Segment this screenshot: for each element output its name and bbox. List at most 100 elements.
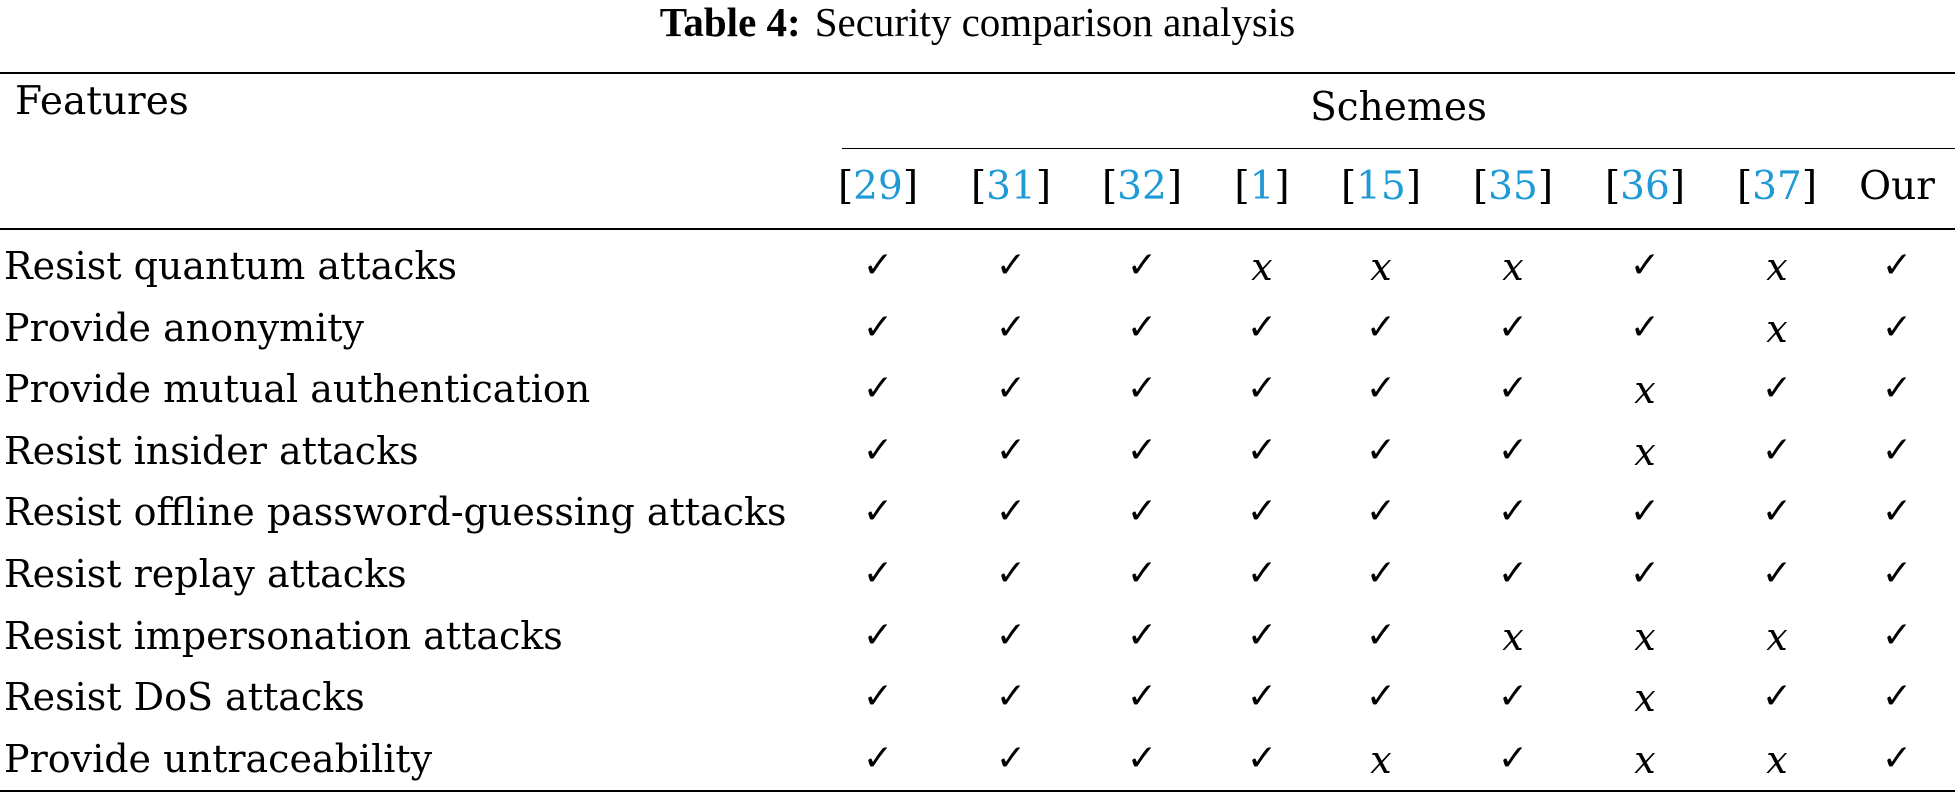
check-mark-icon: ✓	[1365, 306, 1397, 348]
check-mark-icon: ✓	[1629, 245, 1661, 286]
scheme-label: Our	[1859, 164, 1935, 209]
check-mark-icon: ✓	[1497, 368, 1529, 410]
cross-mark-icon: x	[1502, 614, 1524, 659]
cross-mark-icon: x	[1251, 245, 1273, 289]
cross-mark-icon: x	[1634, 368, 1656, 413]
table-title: Security comparison analysis	[814, 0, 1296, 45]
cross-mark-icon: x	[1634, 614, 1656, 659]
check-mark-icon: ✓	[995, 429, 1027, 471]
check-mark-icon: ✓	[1881, 306, 1913, 348]
check-mark-icon: ✓	[1126, 306, 1158, 348]
citation-link[interactable]: 32	[1117, 164, 1167, 209]
scheme-header-ref-36[interactable]: [36]	[1604, 164, 1686, 209]
cross-mark-icon: x	[1634, 676, 1656, 721]
feature-label: Provide anonymity	[4, 305, 364, 350]
check-mark-icon: ✓	[1246, 553, 1278, 594]
check-mark-icon: ✓	[862, 491, 894, 533]
check-mark-icon: ✓	[1881, 676, 1913, 718]
check-mark-icon: ✓	[1246, 614, 1278, 656]
check-mark-icon: ✓	[1246, 676, 1278, 718]
scheme-header-ref-15[interactable]: [15]	[1340, 164, 1422, 209]
citation-link[interactable]: 37	[1752, 164, 1802, 209]
scheme-header-our: Our	[1859, 165, 1935, 209]
check-mark-icon: ✓	[1761, 429, 1793, 471]
check-mark-icon: ✓	[1365, 368, 1397, 410]
cross-mark-icon: x	[1634, 429, 1656, 474]
check-mark-icon: ✓	[1629, 306, 1661, 348]
check-mark-icon: ✓	[1629, 553, 1661, 594]
check-mark-icon: ✓	[1881, 614, 1913, 656]
scheme-header-ref-1[interactable]: [1]	[1234, 164, 1290, 209]
check-mark-icon: ✓	[862, 245, 894, 286]
scheme-header-ref-32[interactable]: [32]	[1101, 164, 1183, 209]
check-mark-icon: ✓	[1497, 429, 1529, 471]
citation-link[interactable]: 1	[1249, 164, 1275, 209]
check-mark-icon: ✓	[862, 553, 894, 594]
scheme-header-ref-37[interactable]: [37]	[1736, 164, 1818, 209]
check-mark-icon: ✓	[1365, 491, 1397, 533]
check-mark-icon: ✓	[1881, 553, 1913, 594]
check-mark-icon: ✓	[995, 553, 1027, 594]
check-mark-icon: ✓	[1629, 491, 1661, 533]
check-mark-icon: ✓	[1881, 368, 1913, 410]
citation-link[interactable]: 35	[1488, 164, 1538, 209]
cross-mark-icon: x	[1766, 306, 1788, 351]
check-mark-icon: ✓	[1497, 306, 1529, 348]
feature-label: Resist impersonation attacks	[4, 613, 563, 658]
table-number: Table 4:	[659, 0, 801, 45]
check-mark-icon: ✓	[1126, 553, 1158, 594]
scheme-header-ref-29[interactable]: [29]	[837, 164, 919, 209]
feature-label: Resist DoS attacks	[4, 675, 365, 720]
check-mark-icon: ✓	[862, 306, 894, 348]
check-mark-icon: ✓	[995, 368, 1027, 410]
check-mark-icon: ✓	[995, 245, 1027, 286]
top-rule	[0, 72, 1955, 74]
check-mark-icon: ✓	[1365, 553, 1397, 594]
cross-mark-icon: x	[1766, 737, 1788, 782]
check-mark-icon: ✓	[1761, 491, 1793, 533]
table-caption: Table 4: Security comparison analysis	[0, 0, 1955, 54]
check-mark-icon: ✓	[862, 429, 894, 471]
cross-mark-icon: x	[1766, 614, 1788, 659]
citation-link[interactable]: 31	[986, 164, 1036, 209]
citation-link[interactable]: 36	[1620, 164, 1670, 209]
schemes-header: Schemes	[1310, 85, 1487, 130]
scheme-header-ref-35[interactable]: [35]	[1472, 164, 1554, 209]
check-mark-icon: ✓	[1497, 491, 1529, 533]
check-mark-icon: ✓	[995, 737, 1027, 779]
check-mark-icon: ✓	[1246, 306, 1278, 348]
check-mark-icon: ✓	[1881, 491, 1913, 533]
check-mark-icon: ✓	[862, 676, 894, 718]
check-mark-icon: ✓	[1365, 429, 1397, 471]
check-mark-icon: ✓	[1365, 676, 1397, 718]
feature-label: Resist quantum attacks	[4, 244, 458, 288]
schemes-rule	[842, 148, 1955, 149]
scheme-header-ref-31[interactable]: [31]	[970, 164, 1052, 209]
check-mark-icon: ✓	[1881, 429, 1913, 471]
cross-mark-icon: x	[1370, 245, 1392, 289]
check-mark-icon: ✓	[995, 676, 1027, 718]
cross-mark-icon: x	[1766, 245, 1788, 289]
check-mark-icon: ✓	[1761, 368, 1793, 410]
check-mark-icon: ✓	[1761, 553, 1793, 594]
feature-label: Resist replay attacks	[4, 552, 407, 596]
cross-mark-icon: x	[1634, 737, 1656, 782]
cross-mark-icon: x	[1370, 737, 1392, 782]
check-mark-icon: ✓	[1761, 676, 1793, 718]
check-mark-icon: ✓	[1246, 737, 1278, 779]
check-mark-icon: ✓	[1881, 737, 1913, 779]
check-mark-icon: ✓	[1126, 245, 1158, 286]
check-mark-icon: ✓	[1126, 368, 1158, 410]
citation-link[interactable]: 29	[853, 164, 903, 209]
check-mark-icon: ✓	[1126, 737, 1158, 779]
bottom-rule	[0, 790, 1955, 792]
citation-link[interactable]: 15	[1356, 164, 1406, 209]
check-mark-icon: ✓	[995, 614, 1027, 656]
feature-label: Provide untraceability	[4, 736, 433, 781]
check-mark-icon: ✓	[1126, 614, 1158, 656]
check-mark-icon: ✓	[1246, 368, 1278, 410]
check-mark-icon: ✓	[1246, 429, 1278, 471]
check-mark-icon: ✓	[862, 614, 894, 656]
check-mark-icon: ✓	[1881, 245, 1913, 286]
check-mark-icon: ✓	[1365, 614, 1397, 656]
